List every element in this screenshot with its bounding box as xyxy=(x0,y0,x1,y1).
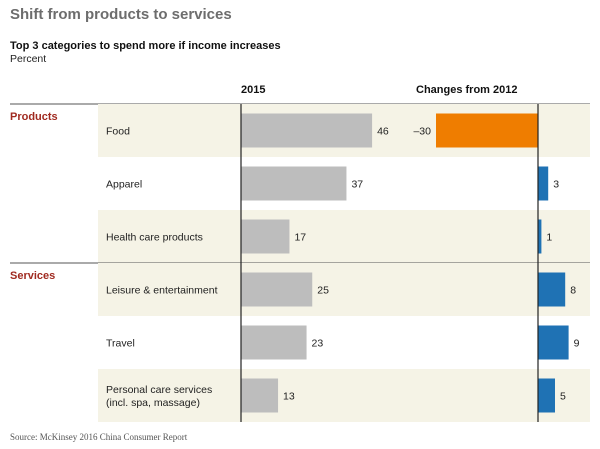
value-label-change: 9 xyxy=(574,338,580,350)
value-label-2015: 17 xyxy=(294,232,306,244)
category-label: Personal care services xyxy=(106,384,212,396)
bar-change xyxy=(538,272,566,307)
column-header-changes: Changes from 2012 xyxy=(416,84,517,96)
category-label: Travel xyxy=(106,338,135,350)
bar-change xyxy=(436,113,538,148)
chart-title: Shift from products to services xyxy=(10,6,232,23)
category-label: Leisure & entertainment xyxy=(106,285,218,297)
source-note: Source: McKinsey 2016 China Consumer Rep… xyxy=(10,432,188,442)
bar-change xyxy=(538,325,569,360)
row-background xyxy=(98,210,590,263)
row-background xyxy=(98,369,590,422)
column-header-2015: 2015 xyxy=(241,84,265,96)
bar-2015 xyxy=(241,272,313,307)
value-label-2015: 46 xyxy=(377,126,389,138)
bar-change xyxy=(538,378,555,413)
row-background xyxy=(98,263,590,316)
bar-change xyxy=(538,166,549,201)
value-label-2015: 23 xyxy=(312,338,324,350)
value-label-2015: 37 xyxy=(351,179,363,191)
unit-label: Percent xyxy=(10,53,47,65)
category-label: Apparel xyxy=(106,179,142,191)
category-label: (incl. spa, massage) xyxy=(106,397,200,409)
bar-2015 xyxy=(241,325,307,360)
category-label: Food xyxy=(106,126,130,138)
value-label-2015: 13 xyxy=(283,391,295,403)
value-label-change: 1 xyxy=(546,232,552,244)
value-label-change: –30 xyxy=(413,126,431,138)
bar-2015 xyxy=(241,219,290,254)
value-label-change: 3 xyxy=(553,179,559,191)
bar-2015 xyxy=(241,166,347,201)
value-label-change: 8 xyxy=(570,285,576,297)
group-label-products: Products xyxy=(10,111,58,123)
bar-2015 xyxy=(241,113,373,148)
chart-subtitle: Top 3 categories to spend more if income… xyxy=(10,40,281,52)
group-label-services: Services xyxy=(10,270,55,282)
value-label-change: 5 xyxy=(560,391,566,403)
category-label: Health care products xyxy=(106,232,203,244)
value-label-2015: 25 xyxy=(317,285,329,297)
bar-change xyxy=(538,219,542,254)
bar-2015 xyxy=(241,378,279,413)
